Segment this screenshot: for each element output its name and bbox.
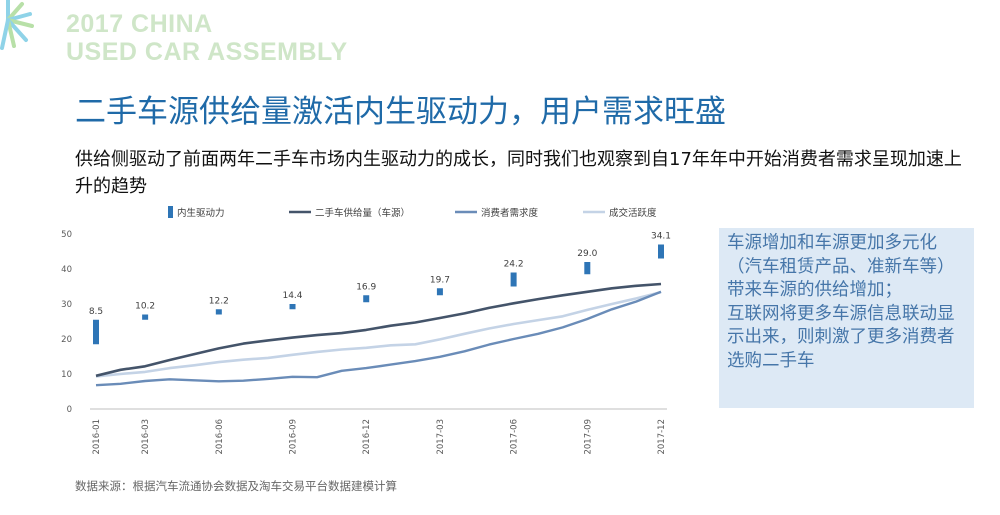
x-tick-label: 2017-12	[657, 419, 667, 455]
bar-value-label: 29.0	[577, 249, 597, 259]
bar-value-label: 14.4	[282, 291, 302, 301]
driver-bar	[215, 309, 222, 315]
bar-value-label: 10.2	[135, 302, 155, 312]
bar-value-label: 19.7	[430, 275, 450, 285]
source-note: 数据来源：根据汽车流通协会数据及淘车交易平台数据建模计算	[75, 479, 397, 493]
legend-label: 消费者需求度	[481, 207, 539, 219]
logo-text-line2: USED CAR ASSEMBLY	[66, 38, 348, 66]
series-line	[95, 290, 662, 378]
driver-bar	[93, 319, 99, 345]
y-tick-label: 0	[67, 405, 72, 415]
side-note-paragraph-2: 互联网将更多车源信息联动显示出来，则刺激了更多消费者选购二手车	[727, 303, 955, 371]
bar-value-label: 34.1	[651, 232, 671, 242]
logo-text-line1: 2017 CHINA	[66, 10, 213, 38]
page-title: 二手车源供给量激活内生驱动力，用户需求旺盛	[75, 94, 726, 130]
driver-bar	[289, 304, 296, 310]
bar-value-label: 24.2	[504, 260, 524, 270]
driver-bar	[363, 295, 370, 303]
driver-bar	[658, 244, 664, 259]
side-note-paragraph-1: 车源增加和车源更加多元化（汽车租赁产品、准新车等）带来车源的供给增加；	[727, 233, 955, 300]
series-line	[95, 290, 662, 387]
driver-bar	[584, 262, 591, 275]
series-line	[95, 282, 662, 378]
x-tick-label: 2017-03	[436, 419, 446, 455]
x-tick-label: 2017-09	[583, 419, 593, 455]
bar-value-label: 8.5	[89, 307, 103, 317]
trend-chart: 0 10 20 30 40 50 2016-01 2016-03 2016-06 2016-09 2…	[61, 206, 671, 455]
legend-label: 二手车供给量（车源）	[315, 207, 410, 219]
legend-label: 成交活跃度	[609, 207, 657, 219]
legend-label-driver: 内生驱动力	[177, 207, 225, 219]
x-tick-label: 2016-12	[362, 419, 372, 455]
x-tick-label: 2016-09	[289, 419, 299, 455]
bar-value-label: 12.2	[209, 296, 229, 306]
driver-bar	[142, 314, 149, 320]
driver-bar	[436, 288, 443, 296]
x-tick-label: 2016-06	[215, 419, 225, 455]
sunburst-icon	[0, 0, 34, 50]
x-tick-label: 2016-01	[92, 419, 102, 455]
driver-bar	[510, 272, 517, 287]
x-tick-label: 2016-03	[141, 419, 151, 455]
subtitle: 供给侧驱动了前面两年二手车市场内生驱动力的成长，同时我们也观察到自17年年中开始…	[75, 149, 962, 197]
y-tick-label: 50	[61, 230, 72, 240]
side-note-box: 车源增加和车源更加多元化（汽车租赁产品、准新车等）带来车源的供给增加； 互联网将…	[719, 228, 974, 408]
y-tick-label: 30	[61, 300, 72, 310]
y-tick-label: 20	[61, 335, 72, 345]
x-tick-label: 2017-06	[510, 419, 520, 455]
y-tick-label: 10	[61, 370, 72, 380]
legend-marker-driver	[168, 206, 173, 218]
y-tick-label: 40	[61, 265, 72, 275]
event-logo: 2017 CHINA USED CAR ASSEMBLY	[0, 0, 347, 75]
bar-value-label: 16.9	[356, 282, 376, 292]
